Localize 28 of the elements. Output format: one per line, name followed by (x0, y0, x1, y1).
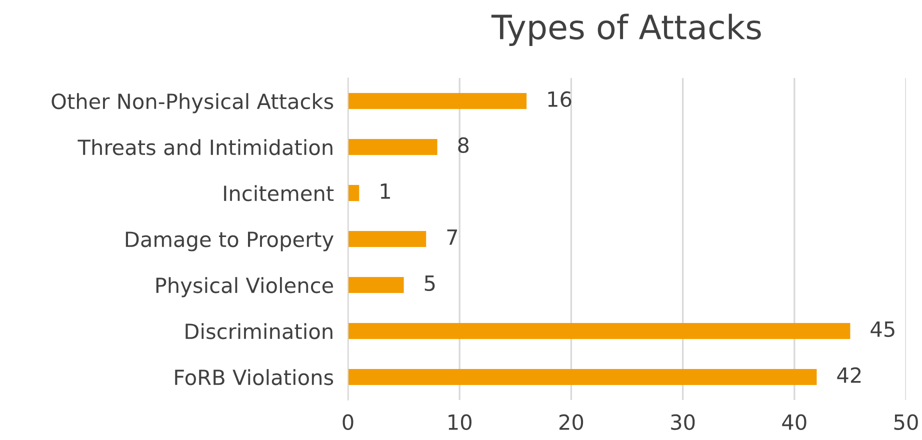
y-tick-label: Threats and Intimidation (78, 139, 332, 156)
data-label: 1 (380, 184, 390, 199)
y-tick-label: Physical Violence (156, 277, 333, 298)
data-label: 42 (837, 367, 861, 383)
data-label: 45 (870, 322, 894, 338)
data-label: 5 (424, 276, 435, 292)
bar (348, 92, 527, 110)
bar (348, 184, 360, 202)
y-tick-label: Damage to Property (126, 232, 334, 252)
y-tick-label: Discrimination (186, 323, 332, 340)
x-tick-label: 0 (342, 414, 354, 430)
bar (348, 276, 404, 294)
x-tick-label: 20 (559, 414, 584, 430)
y-tick-label: Incitement (224, 185, 334, 202)
chart-title: Types of Attacks (491, 14, 761, 46)
data-label: 16 (548, 91, 572, 108)
x-tick-label: 30 (671, 414, 695, 430)
x-tick-label: 10 (448, 414, 472, 430)
y-tick-label: Other Non-Physical Attacks (52, 93, 334, 114)
data-label: 7 (447, 230, 458, 245)
bar (348, 138, 438, 156)
bar (348, 368, 817, 386)
x-tick-label: 40 (782, 414, 806, 430)
bar (348, 322, 850, 340)
bar (348, 230, 426, 248)
data-label: 8 (458, 137, 469, 154)
y-tick-label: FoRB Violations (175, 369, 334, 386)
x-tick-label: 50 (894, 414, 918, 430)
